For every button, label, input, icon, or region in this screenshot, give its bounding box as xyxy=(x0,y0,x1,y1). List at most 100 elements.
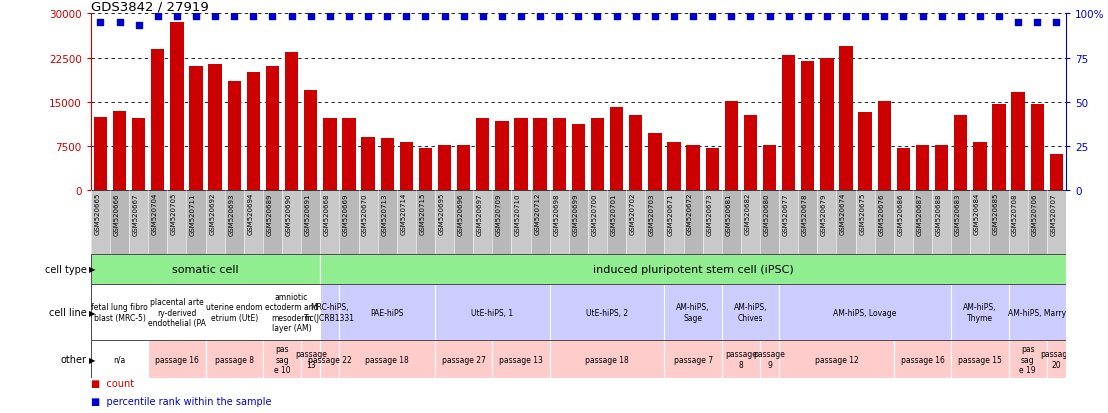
Bar xyxy=(665,284,721,340)
Point xyxy=(608,14,626,21)
Text: passage 22: passage 22 xyxy=(308,355,351,364)
Text: GSM520708: GSM520708 xyxy=(1012,192,1018,235)
Text: GSM520714: GSM520714 xyxy=(400,192,407,235)
Bar xyxy=(588,191,607,254)
Text: GSM520680: GSM520680 xyxy=(763,192,770,235)
Point xyxy=(512,14,530,21)
Text: GSM520695: GSM520695 xyxy=(439,192,444,235)
Bar xyxy=(702,191,721,254)
Bar xyxy=(110,191,130,254)
Bar xyxy=(380,139,393,191)
Bar xyxy=(397,191,416,254)
Text: GSM520693: GSM520693 xyxy=(228,192,234,235)
Bar xyxy=(476,119,490,191)
Point xyxy=(417,14,434,21)
Bar xyxy=(91,254,320,284)
Bar xyxy=(645,191,665,254)
Text: GSM520697: GSM520697 xyxy=(476,192,483,235)
Bar xyxy=(951,191,971,254)
Text: GSM520673: GSM520673 xyxy=(706,192,712,235)
Point xyxy=(206,14,224,21)
Point xyxy=(531,14,548,21)
Text: passage 27: passage 27 xyxy=(442,355,485,364)
Bar xyxy=(859,113,872,191)
Point xyxy=(474,14,492,21)
Bar xyxy=(935,145,948,191)
Bar xyxy=(91,340,148,378)
Text: passage 12: passage 12 xyxy=(814,355,859,364)
Text: GSM520692: GSM520692 xyxy=(209,192,215,235)
Bar xyxy=(989,191,1008,254)
Bar xyxy=(167,191,186,254)
Bar xyxy=(626,191,645,254)
Text: passage 7: passage 7 xyxy=(674,355,712,364)
Text: GSM520667: GSM520667 xyxy=(133,192,138,235)
Bar xyxy=(993,104,1006,191)
Point xyxy=(704,14,721,21)
Bar xyxy=(725,102,738,191)
Bar xyxy=(896,148,910,191)
Bar xyxy=(894,340,951,378)
Point xyxy=(168,14,186,21)
Bar xyxy=(648,134,661,191)
Bar xyxy=(1047,340,1066,378)
Point xyxy=(799,14,817,21)
Bar xyxy=(359,191,378,254)
Bar xyxy=(782,56,796,191)
Bar xyxy=(266,67,279,191)
Point xyxy=(971,14,988,21)
Point xyxy=(838,14,855,21)
Bar xyxy=(779,191,798,254)
Point xyxy=(818,14,835,21)
Point xyxy=(856,14,874,21)
Bar xyxy=(760,191,779,254)
Text: AM-hiPS, Marry: AM-hiPS, Marry xyxy=(1008,308,1066,317)
Text: placental arte
ry-derived
endothelial (PA: placental arte ry-derived endothelial (P… xyxy=(148,297,206,327)
Bar xyxy=(741,191,760,254)
Bar xyxy=(456,145,471,191)
Bar xyxy=(667,142,680,191)
Point xyxy=(148,14,166,21)
Bar xyxy=(301,191,320,254)
Text: GSM520702: GSM520702 xyxy=(629,192,636,235)
Bar xyxy=(665,340,721,378)
Text: GSM520711: GSM520711 xyxy=(189,192,196,235)
Bar xyxy=(186,191,206,254)
Bar xyxy=(874,191,894,254)
Text: AM-hiPS,
Thyme: AM-hiPS, Thyme xyxy=(963,303,996,322)
Point xyxy=(245,14,263,21)
Bar xyxy=(533,119,547,191)
Bar xyxy=(206,284,263,340)
Text: fetal lung fibro
blast (MRC-5): fetal lung fibro blast (MRC-5) xyxy=(91,303,147,322)
Bar xyxy=(91,284,148,340)
Text: ■  percentile rank within the sample: ■ percentile rank within the sample xyxy=(91,396,271,406)
Bar xyxy=(400,142,413,191)
Bar xyxy=(932,191,951,254)
Text: somatic cell: somatic cell xyxy=(172,264,239,274)
Text: GSM520666: GSM520666 xyxy=(113,192,120,235)
Point xyxy=(111,20,129,26)
Point xyxy=(321,14,339,21)
Text: ■  count: ■ count xyxy=(91,378,134,388)
Bar xyxy=(113,112,126,191)
Bar xyxy=(206,191,225,254)
Bar xyxy=(283,191,301,254)
Point xyxy=(627,14,645,21)
Bar xyxy=(492,340,550,378)
Bar xyxy=(550,191,568,254)
Text: cell type: cell type xyxy=(44,264,86,274)
Text: passage 15: passage 15 xyxy=(958,355,1002,364)
Bar xyxy=(743,116,757,191)
Bar xyxy=(492,191,512,254)
Point xyxy=(685,14,702,21)
Point xyxy=(1009,20,1027,26)
Bar xyxy=(247,73,260,191)
Bar xyxy=(591,119,604,191)
Bar xyxy=(820,59,833,191)
Point xyxy=(92,20,110,26)
Text: AM-hiPS,
Chives: AM-hiPS, Chives xyxy=(733,303,767,322)
Text: GSM520669: GSM520669 xyxy=(343,192,349,235)
Text: GSM520713: GSM520713 xyxy=(381,192,387,235)
Bar xyxy=(263,284,320,340)
Point xyxy=(130,23,147,29)
